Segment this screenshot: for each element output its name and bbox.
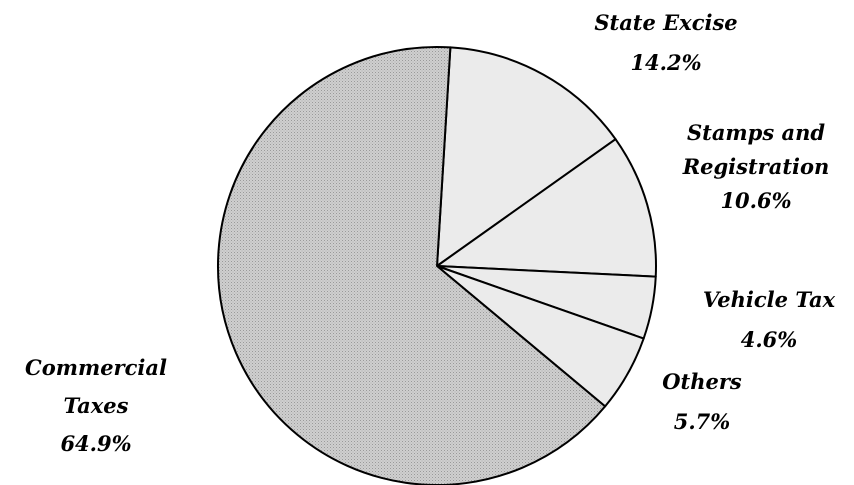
pie-slice-state-excise [436,46,617,267]
slice-category-label-4-0: Commercial [25,355,167,380]
slice-value-label-1-2: 10.6% [720,188,791,213]
slice-value-label-3-1: 5.7% [674,409,731,434]
pie-slice-stamps-and-registration [436,138,657,278]
slice-category-label-1-1: Registration [682,154,830,179]
slice-value-label-0-1: 14.2% [630,50,701,75]
slice-category-label-3-0: Others [662,369,742,394]
slice-category-label-2-0: Vehicle Tax [703,287,836,312]
pie-labels: State Excise 14.2% Stamps and Registration 1… [25,10,836,456]
pie-slices [217,46,657,485]
slice-category-label-1-0: Stamps and [687,120,825,145]
slice-category-label-4-1: Taxes [64,393,129,418]
slice-value-label-2-1: 4.6% [741,327,798,352]
pie-slice-commercial-taxes [217,46,607,485]
slice-value-label-4-2: 64.9% [60,431,131,456]
slice-category-label-0-0: State Excise [594,10,737,35]
